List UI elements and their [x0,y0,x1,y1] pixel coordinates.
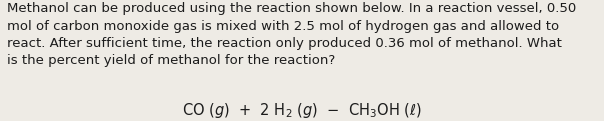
Text: Methanol can be produced using the reaction shown below. In a reaction vessel, 0: Methanol can be produced using the react… [7,2,576,67]
Text: CO $\mathit{(g)}$  +  2 H$_2$ $\mathit{(g)}$  $-$  CH$_3$OH $\mathit{(\ell)}$: CO $\mathit{(g)}$ + 2 H$_2$ $\mathit{(g)… [182,101,422,120]
